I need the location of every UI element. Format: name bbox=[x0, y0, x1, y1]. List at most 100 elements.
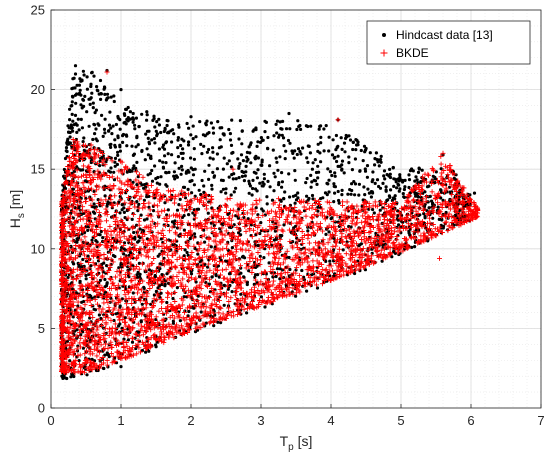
data-point bbox=[151, 296, 157, 302]
data-point bbox=[86, 254, 90, 258]
data-point bbox=[106, 307, 112, 313]
data-point bbox=[280, 171, 284, 175]
data-point bbox=[314, 282, 319, 288]
data-point bbox=[143, 158, 147, 162]
data-point bbox=[179, 302, 185, 308]
data-point bbox=[386, 252, 392, 258]
data-point bbox=[189, 236, 193, 240]
data-point bbox=[320, 237, 326, 243]
data-point bbox=[308, 251, 314, 257]
data-point bbox=[64, 146, 69, 150]
data-point bbox=[244, 170, 248, 174]
data-point bbox=[271, 224, 277, 230]
data-point bbox=[292, 208, 297, 214]
data-point bbox=[141, 228, 145, 232]
data-point bbox=[319, 124, 323, 128]
data-point bbox=[408, 169, 413, 173]
data-point bbox=[173, 219, 177, 223]
data-point bbox=[472, 191, 477, 195]
data-point bbox=[216, 310, 222, 316]
data-point bbox=[294, 241, 300, 247]
data-point bbox=[316, 209, 320, 213]
data-point bbox=[150, 179, 155, 183]
data-point bbox=[94, 231, 100, 237]
data-point bbox=[91, 210, 96, 214]
data-point bbox=[144, 301, 150, 307]
data-point bbox=[223, 266, 229, 272]
data-point bbox=[392, 242, 398, 248]
data-point bbox=[74, 101, 78, 105]
data-point bbox=[96, 201, 102, 207]
data-point bbox=[324, 124, 328, 128]
data-point bbox=[137, 234, 141, 239]
data-point bbox=[200, 152, 204, 156]
data-point bbox=[187, 207, 193, 213]
data-point bbox=[114, 232, 120, 238]
data-point bbox=[150, 194, 156, 200]
data-point bbox=[161, 165, 165, 169]
data-point bbox=[447, 167, 453, 173]
data-point bbox=[164, 245, 169, 251]
data-point bbox=[357, 193, 361, 197]
data-point bbox=[154, 343, 158, 347]
data-point bbox=[163, 330, 169, 336]
data-point bbox=[263, 275, 269, 281]
data-point bbox=[287, 274, 291, 278]
data-point bbox=[252, 128, 256, 132]
data-point bbox=[131, 166, 135, 171]
data-point bbox=[154, 129, 158, 133]
data-point bbox=[262, 177, 266, 181]
data-point bbox=[169, 224, 175, 230]
data-point bbox=[466, 206, 472, 211]
data-point bbox=[329, 225, 335, 230]
data-point bbox=[88, 142, 94, 148]
data-point bbox=[239, 247, 245, 253]
data-point bbox=[296, 191, 300, 195]
data-point bbox=[122, 200, 128, 206]
data-point bbox=[292, 233, 298, 238]
data-point bbox=[337, 201, 341, 205]
data-point bbox=[222, 283, 226, 287]
data-point bbox=[207, 177, 211, 181]
data-point bbox=[392, 207, 398, 213]
data-point bbox=[145, 129, 150, 133]
data-point bbox=[105, 315, 111, 321]
data-point bbox=[99, 274, 105, 280]
data-point bbox=[455, 206, 461, 212]
data-point bbox=[92, 234, 98, 239]
data-point bbox=[194, 280, 198, 284]
data-point bbox=[379, 160, 383, 164]
data-point bbox=[296, 216, 302, 222]
data-point bbox=[78, 88, 82, 92]
data-point bbox=[95, 324, 101, 330]
data-point bbox=[143, 329, 149, 335]
data-point bbox=[94, 137, 98, 141]
data-point bbox=[108, 318, 114, 324]
data-point bbox=[413, 245, 417, 249]
data-point bbox=[165, 118, 169, 123]
data-point bbox=[431, 216, 435, 220]
data-point bbox=[196, 294, 200, 298]
data-point bbox=[231, 177, 235, 181]
data-point bbox=[187, 126, 191, 130]
data-point bbox=[363, 150, 367, 154]
data-point bbox=[327, 178, 331, 182]
data-point bbox=[302, 275, 306, 279]
data-point bbox=[225, 312, 230, 318]
data-point bbox=[365, 220, 371, 226]
data-point bbox=[116, 134, 120, 138]
data-point bbox=[223, 203, 229, 208]
data-point bbox=[303, 213, 309, 219]
data-point bbox=[288, 127, 292, 131]
data-point bbox=[126, 351, 132, 357]
data-point bbox=[382, 205, 388, 211]
data-point bbox=[322, 246, 328, 252]
data-point bbox=[181, 156, 185, 161]
data-point bbox=[137, 124, 141, 129]
data-point bbox=[426, 200, 430, 204]
data-point bbox=[235, 283, 241, 289]
data-point bbox=[140, 174, 146, 180]
data-point bbox=[313, 158, 317, 162]
data-point bbox=[76, 153, 81, 159]
data-point bbox=[101, 236, 105, 240]
